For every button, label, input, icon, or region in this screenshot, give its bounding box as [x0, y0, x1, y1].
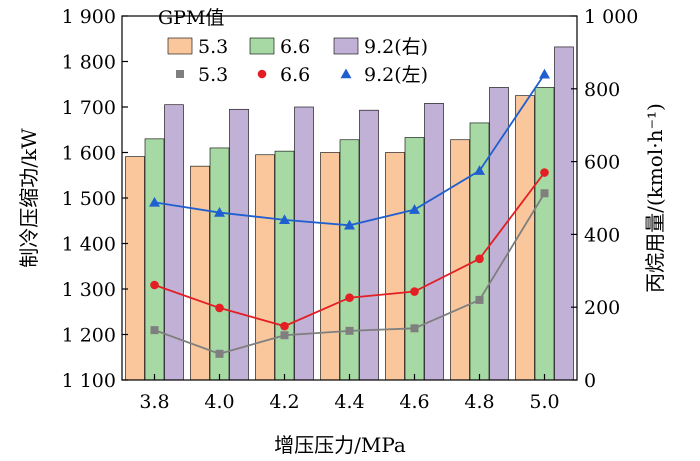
y-tick-label-left-2: 1 300 [62, 279, 116, 301]
y-axis-title-right: 丙烷用量/(kmol·h⁻¹) [643, 103, 667, 293]
x-axis-title: 增压压力/MPa [274, 433, 406, 457]
y-tick-label-right-0: 0 [584, 370, 596, 392]
legend-label-line-2: 9.2(左) [364, 64, 428, 86]
line-layer [149, 68, 550, 358]
bar-series1-5.0 [534, 87, 555, 381]
y-tick-label-left-0: 1 100 [62, 370, 116, 392]
bar-series0-4.2 [255, 154, 275, 381]
point-series2-5.0 [539, 68, 550, 79]
bar-series0-4.0 [190, 165, 210, 381]
bar-series2-4.6 [424, 103, 444, 381]
point-series0-4.6 [410, 324, 419, 333]
x-tick-label-5.0: 5.0 [529, 391, 559, 413]
x-tick-label-3.8: 3.8 [139, 391, 169, 413]
point-series2-4.4 [344, 219, 355, 230]
point-series2-4.8 [474, 165, 485, 175]
bar-series1-4.4 [339, 139, 360, 381]
legend-marker-line-1 [257, 69, 267, 79]
y-axis-title-left: 制冷压缩功/kW [17, 128, 41, 268]
point-series0-4.2 [280, 331, 289, 340]
legend-label-bar-1: 6.6 [280, 36, 310, 58]
y-tick-label-left-4: 1 500 [62, 188, 116, 210]
x-tick-label-4.0: 4.0 [204, 391, 234, 413]
point-series2-3.8 [149, 196, 160, 207]
legend-title: GPM值 [158, 7, 224, 29]
bar-series2-4.0 [229, 108, 249, 381]
point-series2-4.6 [409, 204, 420, 214]
point-series0-4.0 [215, 349, 224, 358]
bar-series0-4.6 [385, 152, 405, 381]
legend-swatch-bar-1 [249, 37, 275, 55]
y-tick-label-right-4: 800 [584, 79, 620, 101]
legend-swatch-bar-0 [167, 37, 193, 55]
legend-swatch-bar-2 [333, 37, 359, 55]
y-tick-label-left-6: 1 700 [62, 97, 116, 119]
legend-label-line-1: 6.6 [280, 64, 310, 86]
y-tick-label-right-3: 600 [584, 152, 620, 174]
y-tick-label-left-5: 1 600 [62, 143, 116, 165]
point-series0-4.4 [345, 326, 354, 335]
y-tick-label-right-2: 400 [584, 224, 620, 246]
bar-series2-4.2 [294, 106, 314, 381]
point-series1-4.6 [410, 287, 419, 296]
bar-series1-4.2 [274, 150, 295, 381]
x-tick-label-4.8: 4.8 [464, 391, 494, 413]
bar-series2-5.0 [554, 46, 574, 381]
legend-label-bar-0: 5.3 [198, 36, 228, 58]
point-series1-4.0 [215, 303, 224, 313]
point-series1-4.8 [475, 254, 484, 264]
x-tick-label-4.6: 4.6 [399, 391, 429, 413]
axes-layer: 1 100 1 200 1 300 1 400 1 500 1 600 1 700 1 800… [62, 6, 639, 413]
bar-series1-4.6 [404, 137, 425, 381]
bar-series1-3.8 [144, 138, 165, 381]
legend: GPM值 5.3 6.6 9.2(右) 5.3 6.6 9.2(左) [158, 7, 428, 86]
y-tick-label-left-7: 1 800 [62, 52, 116, 74]
legend-label-line-0: 5.3 [198, 64, 228, 86]
y-tick-label-left-1: 1 200 [62, 325, 116, 347]
x-tick-label-4.2: 4.2 [269, 391, 299, 413]
point-series1-4.4 [345, 293, 354, 303]
y-tick-label-right-1: 200 [584, 297, 620, 319]
y-tick-label-right-5: 1 000 [584, 6, 638, 28]
legend-marker-line-0 [176, 70, 184, 78]
point-series2-4.0 [214, 207, 225, 217]
bar-series1-4.0 [209, 147, 230, 381]
point-series0-4.8 [475, 295, 484, 304]
bar-series0-4.4 [320, 152, 340, 381]
point-series2-4.2 [279, 214, 290, 225]
bar-layer [125, 46, 574, 381]
point-series1-4.2 [280, 321, 289, 331]
point-series0-5.0 [540, 189, 549, 198]
x-tick-label-4.4: 4.4 [334, 391, 364, 413]
y-tick-label-left-8: 1 900 [62, 6, 116, 28]
bar-series2-4.4 [359, 109, 379, 381]
point-series1-3.8 [150, 280, 159, 290]
point-series1-5.0 [540, 168, 549, 177]
legend-label-bar-2: 9.2(右) [364, 36, 428, 58]
y-tick-label-left-3: 1 400 [62, 234, 116, 256]
legend-marker-line-2 [340, 68, 352, 79]
bar-series0-3.8 [125, 156, 145, 381]
point-series0-3.8 [150, 326, 159, 335]
bar-series0-4.8 [450, 139, 470, 381]
